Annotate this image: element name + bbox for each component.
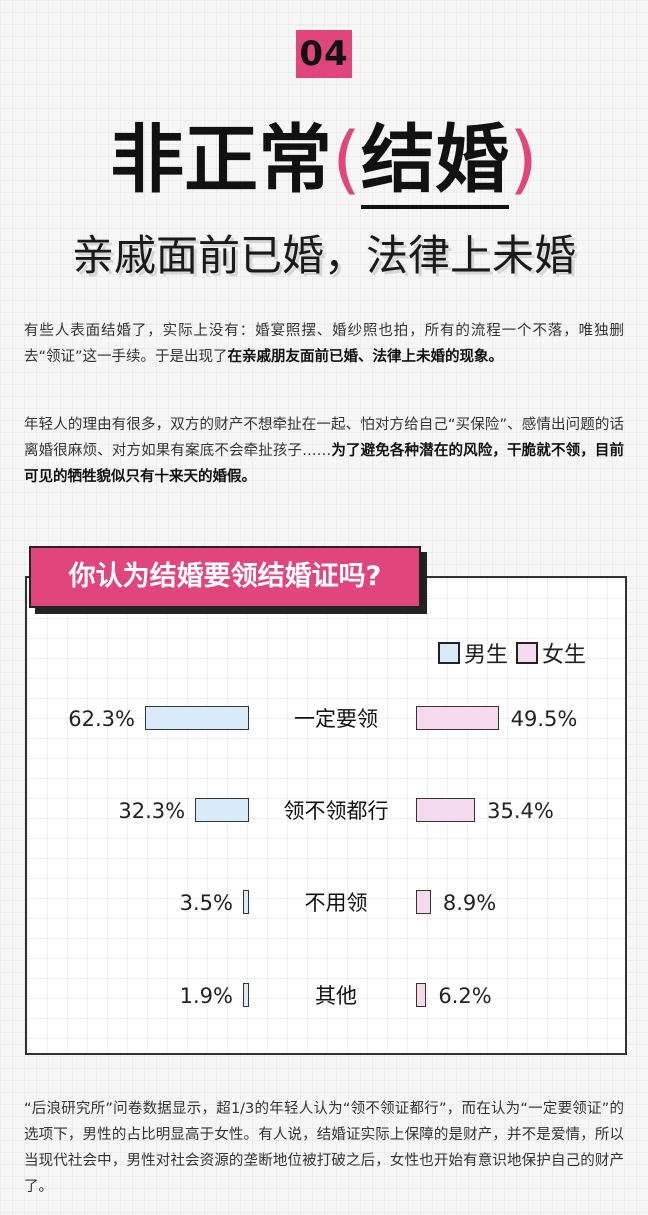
female-value-label: 35.4% [487, 799, 554, 823]
male-bar [243, 983, 249, 1007]
page-subtitle: 亲戚面前已婚，法律上未婚 [71, 231, 576, 280]
legend-swatch-female [516, 642, 539, 664]
intro-paragraph: 有些人表面结婚了，实际上没有：婚宴照摆、婚纱照也拍，所有的流程一个不落，唯独删去… [24, 318, 624, 370]
title-main: 非正常 [110, 117, 333, 203]
legend-label-male: 男生 [464, 643, 509, 668]
female-bar [416, 798, 476, 822]
reasons-paragraph: 年轻人的理由有很多，双方的财产不想牵扯在一起、怕对方给自己“买保险”、感情出问题… [24, 412, 624, 490]
survey-paragraph: “后浪研究所”问卷数据显示，超1/3的年轻人认为“领不领证都行”，而在认为“一定… [24, 1101, 624, 1195]
category-label: 一定要领 [294, 707, 378, 731]
chart-row: 1.9% 其他 6.2% [0, 981, 648, 1011]
legend-item-male: 男生 [438, 637, 508, 669]
female-bar [416, 706, 499, 730]
male-bar [243, 890, 249, 914]
category-label: 领不领都行 [283, 799, 389, 823]
legend-swatch-male [438, 642, 460, 664]
chart-panel [25, 576, 627, 1055]
chart-row: 62.3% 一定要领 49.5% [0, 704, 648, 734]
male-bar [195, 798, 249, 822]
chart-row: 3.5% 不用领 8.9% [0, 888, 648, 918]
category-label: 其他 [315, 984, 357, 1008]
reasons-bold-text: 为了避免各种潜在的风险，干脆就不领，目前可见的牺牲貌似只有十来天的婚假。 [24, 443, 625, 485]
page-title: 非正常(结婚) [0, 112, 648, 209]
chart-title: 你认为结婚要领结婚证吗? [29, 546, 421, 608]
title-open-paren: ( [332, 117, 361, 203]
male-value-label: 1.9% [179, 984, 233, 1008]
female-value-label: 49.5% [510, 707, 578, 731]
male-value-label: 3.5% [179, 891, 233, 915]
female-bar [416, 890, 431, 914]
chart-legend: 男生 女生 [438, 638, 594, 668]
male-bar [145, 706, 249, 730]
category-label: 不用领 [304, 891, 368, 915]
intro-text: 有些人表面结婚了，实际上没有：婚宴照摆、婚纱照也拍，所有的流程一个不落，唯独删去… [24, 323, 624, 365]
title-close-paren: ) [509, 117, 538, 203]
male-value-label: 62.3% [68, 707, 135, 731]
title-keyword: 结婚 [361, 117, 509, 209]
female-value-label: 8.9% [442, 891, 497, 915]
chart-row: 32.3% 领不领都行 35.4% [0, 796, 648, 826]
intro-bold-text: 在亲戚朋友面前已婚、法律上未婚的现象。 [227, 349, 504, 365]
reasons-text: 年轻人的理由有很多，双方的财产不想牵扯在一起、怕对方给自己“买保险”、感情出问题… [24, 417, 624, 459]
section-number-badge: 04 [296, 30, 352, 78]
legend-item-female: 女生 [516, 637, 586, 669]
female-bar [416, 983, 427, 1007]
male-value-label: 32.3% [118, 799, 186, 823]
legend-label-female: 女生 [542, 643, 587, 668]
female-value-label: 6.2% [438, 984, 492, 1008]
